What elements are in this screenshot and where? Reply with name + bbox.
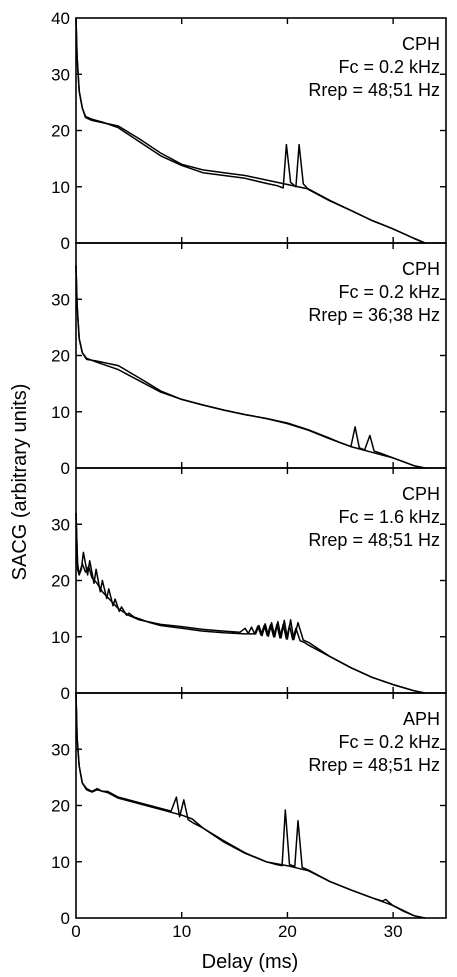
y-tick-label: 10 xyxy=(51,628,70,647)
y-tick-label: 40 xyxy=(51,9,70,28)
y-tick-label: 0 xyxy=(61,684,70,703)
y-tick-label: 30 xyxy=(51,290,70,309)
condition-label: APH xyxy=(403,709,440,729)
plot-frame xyxy=(75,17,447,244)
carrier-frequency-label: Fc = 0.2 kHz xyxy=(338,732,440,752)
y-tick-label: 30 xyxy=(51,65,70,84)
series-line-2 xyxy=(75,512,426,694)
series-line-2 xyxy=(75,17,426,244)
repetition-rate-label: Rrep = 48;51 Hz xyxy=(308,530,440,550)
series-line-1 xyxy=(75,692,426,919)
condition-label: CPH xyxy=(402,34,440,54)
y-tick-label: 20 xyxy=(51,572,70,591)
repetition-rate-label: Rrep = 48;51 Hz xyxy=(308,80,440,100)
y-tick-label: 30 xyxy=(51,515,70,534)
y-tick-label: 0 xyxy=(61,234,70,253)
condition-label: CPH xyxy=(402,484,440,504)
panel-1: 0 10 20 30 40 CPH Fc = 0.2 kHz Rrep = 48;51 Hz xyxy=(51,9,447,253)
panel-3: 0 10 20 30 CPH Fc = 1.6 kHz Rrep = 48;51 Hz xyxy=(51,467,447,703)
panel-4: 0 10 20 30 0 10 20 30 APH Fc = 0.2 kHz Rrep = 48;5… xyxy=(51,692,447,941)
x-tick-label: 20 xyxy=(278,922,297,941)
plot-frame xyxy=(75,692,447,919)
y-tick-label: 10 xyxy=(51,853,70,872)
y-tick-label: 10 xyxy=(51,403,70,422)
repetition-rate-label: Rrep = 48;51 Hz xyxy=(308,755,440,775)
y-tick-label: 10 xyxy=(51,178,70,197)
condition-label: CPH xyxy=(402,259,440,279)
plot-frame xyxy=(75,242,447,469)
x-tick-label: 10 xyxy=(172,922,191,941)
carrier-frequency-label: Fc = 0.2 kHz xyxy=(338,57,440,77)
x-tick-label: 30 xyxy=(384,922,403,941)
y-axis-title: SACG (arbitrary units) xyxy=(9,384,31,581)
series-line-2 xyxy=(75,692,426,919)
y-tick-label: 20 xyxy=(51,122,70,141)
x-tick-label: 0 xyxy=(71,922,80,941)
y-tick-label: 30 xyxy=(51,740,70,759)
repetition-rate-label: Rrep = 36;38 Hz xyxy=(308,305,440,325)
series-line-1 xyxy=(75,17,426,244)
x-axis-title: Delay (ms) xyxy=(202,951,299,973)
carrier-frequency-label: Fc = 1.6 kHz xyxy=(338,507,440,527)
plot-frame xyxy=(75,467,447,694)
y-tick-label: 0 xyxy=(61,459,70,478)
y-tick-label: 0 xyxy=(61,909,70,928)
series-line-1 xyxy=(75,512,426,694)
y-tick-label: 20 xyxy=(51,797,70,816)
y-tick-label: 20 xyxy=(51,347,70,366)
series-line-2 xyxy=(75,265,426,469)
panel-2: 0 10 20 30 CPH Fc = 0.2 kHz Rrep = 36;38 Hz xyxy=(51,242,447,478)
carrier-frequency-label: Fc = 0.2 kHz xyxy=(338,282,440,302)
